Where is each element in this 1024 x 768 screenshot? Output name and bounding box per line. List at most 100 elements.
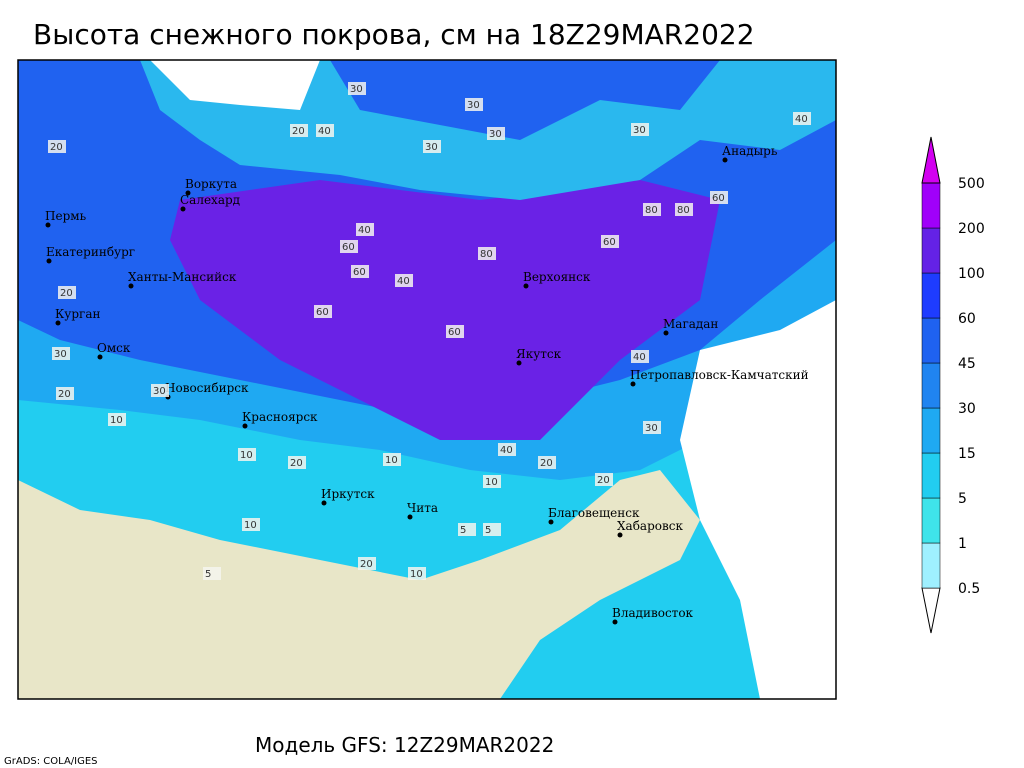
colorbar-label: 5	[958, 491, 967, 507]
contour-label: 20	[60, 288, 73, 299]
contour-label: 40	[358, 225, 371, 236]
contour-label: 10	[410, 569, 423, 580]
colorbar-band	[921, 227, 941, 274]
contour-label: 20	[50, 142, 63, 153]
contour-label-box	[48, 140, 66, 153]
contour-label-box	[351, 265, 369, 278]
colorbar-band	[921, 407, 941, 454]
city-label: Салехард	[180, 193, 240, 207]
contour-label: 60	[342, 242, 355, 253]
colorbar-label: 500	[958, 176, 985, 192]
contour-label: 5	[485, 525, 491, 536]
contour-label: 20	[292, 126, 305, 137]
contour-label-box	[108, 413, 126, 426]
city-dot	[516, 360, 522, 366]
city-label: Анадырь	[722, 144, 778, 158]
contour-label-box	[483, 475, 501, 488]
contour-label: 80	[677, 205, 690, 216]
city-label: Красноярск	[242, 410, 318, 424]
colorbar-label: 15	[958, 446, 976, 462]
colorbar-band	[921, 272, 941, 319]
contour-label-box	[288, 456, 306, 469]
city-label: Магадан	[663, 317, 718, 331]
contour-label: 40	[397, 276, 410, 287]
contour-label-box	[631, 350, 649, 363]
contour-label-box	[423, 140, 441, 153]
contour-label: 30	[54, 349, 67, 360]
contour-label: 30	[350, 84, 363, 95]
colorbar-band	[921, 542, 941, 589]
contour-label: 30	[645, 423, 658, 434]
contour-label: 20	[597, 475, 610, 486]
contour-label-box	[395, 274, 413, 287]
city-label: Благовещенск	[548, 506, 640, 520]
colorbar-band	[921, 497, 941, 544]
contour-label-box	[242, 518, 260, 531]
title: Высота снежного покрова, см на 18Z29MAR2…	[33, 18, 755, 51]
model-line: Модель GFS: 12Z29MAR2022	[255, 733, 554, 757]
contour-label-box	[56, 387, 74, 400]
contour-label: 30	[633, 125, 646, 136]
city-dot	[407, 514, 413, 520]
city-dot	[663, 330, 669, 336]
contour-label-box	[675, 203, 693, 216]
contour-label-box	[358, 557, 376, 570]
city-dot	[46, 258, 52, 264]
contour-label-box	[151, 384, 169, 397]
colorbar-band	[921, 317, 941, 364]
city-label: Пермь	[45, 209, 87, 223]
contour-label-box	[601, 235, 619, 248]
contour-label-box	[538, 456, 556, 469]
contour-label-box	[487, 127, 505, 140]
city-dot	[185, 190, 191, 196]
contour-label: 10	[385, 455, 398, 466]
contour-label-box	[383, 453, 401, 466]
contour-label-box	[348, 82, 366, 95]
city-label: Хабаровск	[617, 519, 683, 533]
contour-label-box	[710, 191, 728, 204]
contour-label: 20	[290, 458, 303, 469]
contour-label: 10	[244, 520, 257, 531]
contour-label-box	[340, 240, 358, 253]
credit: GrADS: COLA/IGES	[4, 756, 98, 767]
city-label: Петропавловск-Камчатский	[630, 368, 809, 382]
contour-label-box	[356, 223, 374, 236]
colorbar-label: 45	[958, 356, 976, 372]
pacific	[680, 300, 836, 699]
contour-label-box	[203, 567, 221, 580]
contour-label: 60	[316, 307, 329, 318]
colorbar-label: 60	[958, 311, 976, 327]
arctic-ice	[140, 60, 836, 200]
contour-label: 60	[353, 267, 366, 278]
contour-label: 5	[460, 525, 466, 536]
city-dot	[523, 283, 529, 289]
city-label: Курган	[55, 307, 100, 321]
contour-label: 30	[425, 142, 438, 153]
contour-label-box	[314, 305, 332, 318]
colorbar-label: 0.5	[958, 581, 980, 597]
contour-label: 20	[360, 559, 373, 570]
city-dot	[617, 532, 623, 538]
contour-label-box	[483, 523, 501, 536]
contour-label-box	[408, 567, 426, 580]
contour-label-box	[643, 421, 661, 434]
contour-label: 20	[58, 389, 71, 400]
colorbar-top	[921, 136, 941, 184]
contour-label: 20	[540, 458, 553, 469]
contour-label-box	[595, 473, 613, 486]
colorbar-label: 200	[958, 221, 985, 237]
contour-label: 10	[240, 450, 253, 461]
city-label: Воркута	[185, 177, 237, 191]
city-dot	[242, 423, 248, 429]
colorbar-label: 100	[958, 266, 985, 282]
contour-label: 10	[485, 477, 498, 488]
contour-label-box	[643, 203, 661, 216]
city-dot	[548, 519, 554, 525]
contour-label: 80	[645, 205, 658, 216]
open-water	[150, 60, 320, 110]
contour-label-box	[631, 123, 649, 136]
contour-label: 40	[795, 114, 808, 125]
contour-label-box	[316, 124, 334, 137]
contour-label: 30	[489, 129, 502, 140]
